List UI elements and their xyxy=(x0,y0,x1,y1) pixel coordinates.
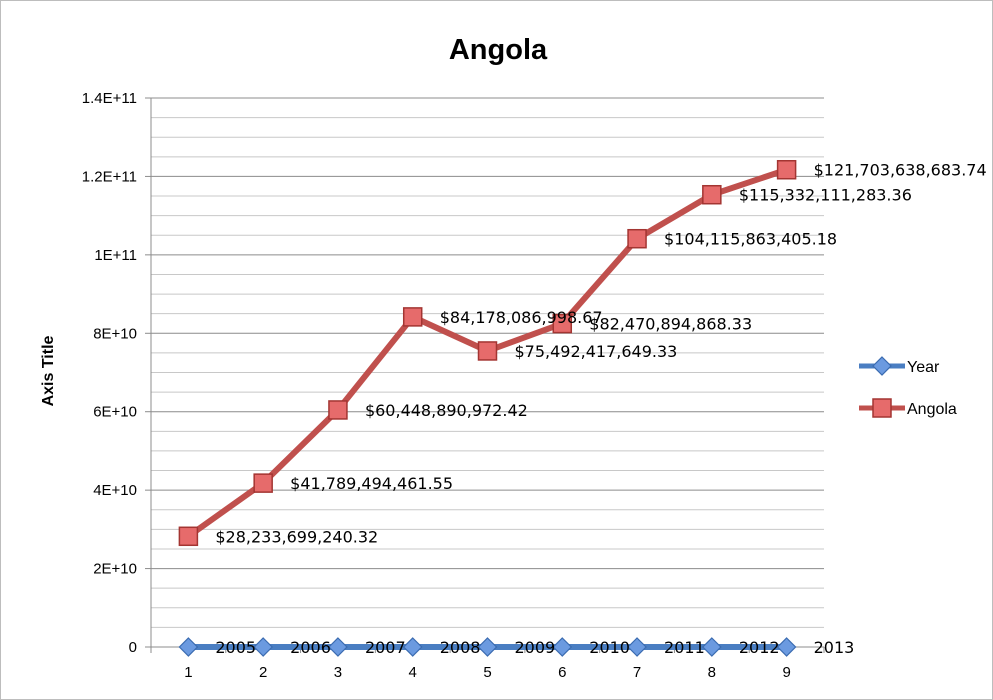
data-label: 2009 xyxy=(515,638,556,657)
y-tick-label: 1.4E+11 xyxy=(82,90,137,107)
legend: Year Angola xyxy=(859,356,957,418)
x-tick-label: 8 xyxy=(708,664,716,681)
data-point xyxy=(627,228,647,249)
data-point xyxy=(701,637,722,657)
data-label: $121,703,638,683.74 xyxy=(814,161,987,180)
data-point xyxy=(477,341,498,361)
legend-marker xyxy=(872,356,892,376)
data-point xyxy=(253,637,274,657)
legend-marker xyxy=(872,398,892,418)
data-point xyxy=(178,637,199,657)
y-tick-label: 1.2E+11 xyxy=(82,168,137,185)
data-point xyxy=(178,526,199,547)
data-label: 2007 xyxy=(365,638,406,657)
data-label: 2006 xyxy=(290,638,331,657)
x-tick-label: 6 xyxy=(558,664,566,681)
data-label: $75,492,417,649.33 xyxy=(515,342,678,361)
data-point xyxy=(402,637,423,657)
series-group xyxy=(178,159,797,657)
data-point xyxy=(776,159,797,180)
data-label: 2008 xyxy=(440,638,481,657)
data-labels: 2005 2006 2007 2008 2009 2010 2011 2012 2013 $28,… xyxy=(215,161,986,657)
data-point xyxy=(402,307,423,327)
y-tick-label: 0 xyxy=(129,639,137,656)
data-label: 2013 xyxy=(814,638,855,657)
series-year xyxy=(178,637,797,657)
data-point xyxy=(328,400,348,420)
data-point xyxy=(477,637,498,657)
data-point xyxy=(253,473,273,493)
x-tick-label: 2 xyxy=(259,664,267,681)
data-label: 2010 xyxy=(589,638,630,657)
y-tick-label: 4E+10 xyxy=(93,482,137,499)
y-tick-label: 2E+10 xyxy=(93,561,137,578)
data-label: $84,178,086,998.67 xyxy=(440,308,603,327)
x-tick-label: 7 xyxy=(633,664,641,681)
data-point xyxy=(552,313,573,334)
x-tick-label: 5 xyxy=(483,664,491,681)
data-label: $28,233,699,240.32 xyxy=(215,527,378,546)
data-point xyxy=(627,637,647,657)
y-tick-label: 6E+10 xyxy=(93,404,137,421)
legend-label: Angola xyxy=(907,401,957,418)
data-label: $82,470,894,868.33 xyxy=(589,315,752,334)
chart-title: Angola xyxy=(449,34,548,66)
axes: 0 2E+10 4E+10 6E+10 8E+10 1E+11 1.2E+11 1.4E+11… xyxy=(82,90,825,681)
data-point xyxy=(328,637,348,657)
y-tick-label: 8E+10 xyxy=(93,325,137,342)
x-tick-label: 4 xyxy=(409,664,417,681)
data-label: $115,332,111,283.36 xyxy=(739,186,912,205)
legend-item-angola: Angola xyxy=(859,398,957,418)
y-tick-label: 1E+11 xyxy=(94,247,137,264)
legend-item-year: Year xyxy=(859,356,940,376)
data-label: 2011 xyxy=(664,638,705,657)
data-label: $41,789,494,461.55 xyxy=(290,474,453,493)
y-axis-title: Axis Title xyxy=(40,335,57,406)
legend-label: Year xyxy=(907,359,940,376)
data-point xyxy=(702,184,722,205)
x-tick-label: 1 xyxy=(184,664,192,681)
series-angola xyxy=(178,159,797,547)
data-label: 2005 xyxy=(215,638,256,657)
data-label: 2012 xyxy=(739,638,780,657)
data-point xyxy=(776,637,797,657)
x-tick-label: 9 xyxy=(782,664,790,681)
data-label: $60,448,890,972.42 xyxy=(365,401,528,420)
data-label: $104,115,863,405.18 xyxy=(664,230,837,249)
x-tick-label: 3 xyxy=(334,664,342,681)
data-point xyxy=(552,637,573,657)
gridlines xyxy=(151,97,824,628)
